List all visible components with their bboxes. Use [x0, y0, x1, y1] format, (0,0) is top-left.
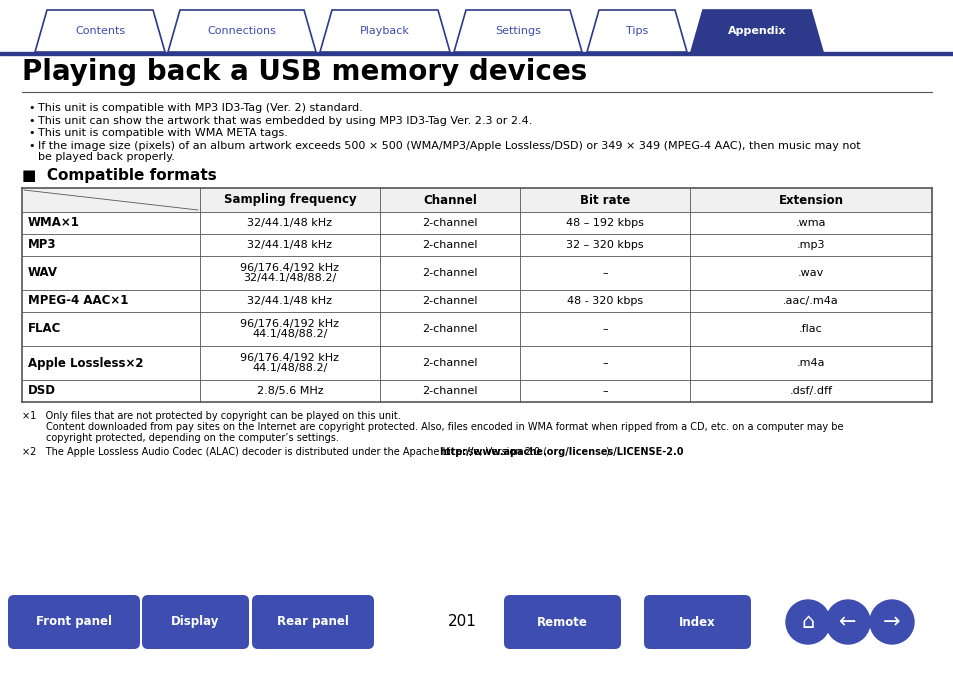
- Text: Bit rate: Bit rate: [579, 194, 630, 207]
- Text: WMA×1: WMA×1: [28, 217, 80, 229]
- Polygon shape: [319, 10, 450, 52]
- Text: Playing back a USB memory devices: Playing back a USB memory devices: [22, 58, 587, 86]
- Text: 2-channel: 2-channel: [422, 386, 477, 396]
- Text: •: •: [28, 141, 34, 151]
- Text: 32/44.1/48/88.2/: 32/44.1/48/88.2/: [243, 273, 336, 283]
- Text: Channel: Channel: [422, 194, 476, 207]
- Text: –: –: [601, 268, 607, 278]
- Circle shape: [869, 600, 913, 644]
- Text: 44.1/48/88.2/: 44.1/48/88.2/: [252, 330, 327, 339]
- FancyBboxPatch shape: [8, 595, 140, 649]
- Text: ←: ←: [839, 612, 856, 632]
- Text: 32/44.1/48 kHz: 32/44.1/48 kHz: [247, 240, 333, 250]
- Text: →: →: [882, 612, 900, 632]
- Polygon shape: [454, 10, 581, 52]
- Text: 32 – 320 kbps: 32 – 320 kbps: [565, 240, 643, 250]
- Text: Content downloaded from pay sites on the Internet are copyright protected. Also,: Content downloaded from pay sites on the…: [46, 422, 842, 432]
- Text: 2-channel: 2-channel: [422, 240, 477, 250]
- Text: 96/176.4/192 kHz: 96/176.4/192 kHz: [240, 353, 339, 363]
- Text: •: •: [28, 128, 34, 138]
- Text: Rear panel: Rear panel: [276, 616, 349, 629]
- Text: This unit is compatible with WMA META tags.: This unit is compatible with WMA META ta…: [38, 128, 288, 138]
- Polygon shape: [168, 10, 315, 52]
- Text: 96/176.4/192 kHz: 96/176.4/192 kHz: [240, 318, 339, 328]
- Text: –: –: [601, 324, 607, 334]
- Text: 2-channel: 2-channel: [422, 358, 477, 368]
- Text: 44.1/48/88.2/: 44.1/48/88.2/: [252, 363, 327, 374]
- Text: .wma: .wma: [795, 218, 825, 228]
- Text: .aac/.m4a: .aac/.m4a: [782, 296, 838, 306]
- Text: FLAC: FLAC: [28, 322, 61, 336]
- FancyBboxPatch shape: [643, 595, 750, 649]
- Text: ×2   The Apple Lossless Audio Codec (ALAC) decoder is distributed under the Apac: ×2 The Apple Lossless Audio Codec (ALAC)…: [22, 447, 547, 457]
- Text: 48 - 320 kbps: 48 - 320 kbps: [566, 296, 642, 306]
- Polygon shape: [586, 10, 686, 52]
- FancyBboxPatch shape: [503, 595, 620, 649]
- Text: •: •: [28, 103, 34, 113]
- Text: 32/44.1/48 kHz: 32/44.1/48 kHz: [247, 218, 333, 228]
- Text: http://www.apache.org/licenses/LICENSE-2.0: http://www.apache.org/licenses/LICENSE-2…: [438, 447, 682, 457]
- FancyBboxPatch shape: [142, 595, 249, 649]
- Polygon shape: [690, 10, 822, 52]
- Text: 2-channel: 2-channel: [422, 218, 477, 228]
- Text: Sampling frequency: Sampling frequency: [223, 194, 355, 207]
- Text: 2-channel: 2-channel: [422, 268, 477, 278]
- Text: copyright protected, depending on the computer’s settings.: copyright protected, depending on the co…: [46, 433, 338, 443]
- Text: .m4a: .m4a: [796, 358, 824, 368]
- Text: This unit is compatible with MP3 ID3-Tag (Ver. 2) standard.: This unit is compatible with MP3 ID3-Tag…: [38, 103, 362, 113]
- Text: Connections: Connections: [208, 26, 276, 36]
- Text: Contents: Contents: [75, 26, 125, 36]
- Text: .wav: .wav: [797, 268, 823, 278]
- Text: Display: Display: [172, 616, 219, 629]
- Text: Playback: Playback: [359, 26, 410, 36]
- Text: ■  Compatible formats: ■ Compatible formats: [22, 168, 216, 183]
- Circle shape: [785, 600, 829, 644]
- Text: 32/44.1/48 kHz: 32/44.1/48 kHz: [247, 296, 333, 306]
- Circle shape: [825, 600, 869, 644]
- Text: 2-channel: 2-channel: [422, 324, 477, 334]
- Text: Front panel: Front panel: [36, 616, 112, 629]
- Text: WAV: WAV: [28, 267, 58, 279]
- Text: Remote: Remote: [537, 616, 587, 629]
- Text: .dsf/.dff: .dsf/.dff: [789, 386, 832, 396]
- Text: Settings: Settings: [495, 26, 540, 36]
- Text: .mp3: .mp3: [796, 240, 824, 250]
- Text: Index: Index: [679, 616, 715, 629]
- Text: Tips: Tips: [625, 26, 647, 36]
- Text: 2.8/5.6 MHz: 2.8/5.6 MHz: [256, 386, 323, 396]
- Text: If the image size (pixels) of an album artwork exceeds 500 × 500 (WMA/MP3/Apple : If the image size (pixels) of an album a…: [38, 141, 860, 151]
- Text: MP3: MP3: [28, 238, 56, 252]
- Text: 201: 201: [447, 614, 476, 629]
- Text: 2-channel: 2-channel: [422, 296, 477, 306]
- Text: be played back properly.: be played back properly.: [38, 152, 174, 162]
- Text: ).: ).: [605, 447, 612, 457]
- Text: –: –: [601, 358, 607, 368]
- Text: Extension: Extension: [778, 194, 842, 207]
- Text: Apple Lossless×2: Apple Lossless×2: [28, 357, 143, 369]
- Text: 96/176.4/192 kHz: 96/176.4/192 kHz: [240, 262, 339, 273]
- Text: Appendix: Appendix: [727, 26, 785, 36]
- Text: ⌂: ⌂: [801, 612, 814, 632]
- Text: –: –: [601, 386, 607, 396]
- Text: 48 – 192 kbps: 48 – 192 kbps: [565, 218, 643, 228]
- Text: .flac: .flac: [799, 324, 822, 334]
- Text: MPEG-4 AAC×1: MPEG-4 AAC×1: [28, 295, 129, 308]
- FancyBboxPatch shape: [252, 595, 374, 649]
- Text: ×1   Only files that are not protected by copyright can be played on this unit.: ×1 Only files that are not protected by …: [22, 411, 400, 421]
- Polygon shape: [35, 10, 165, 52]
- Text: •: •: [28, 116, 34, 126]
- Text: DSD: DSD: [28, 384, 56, 398]
- Text: This unit can show the artwork that was embedded by using MP3 ID3-Tag Ver. 2.3 o: This unit can show the artwork that was …: [38, 116, 532, 126]
